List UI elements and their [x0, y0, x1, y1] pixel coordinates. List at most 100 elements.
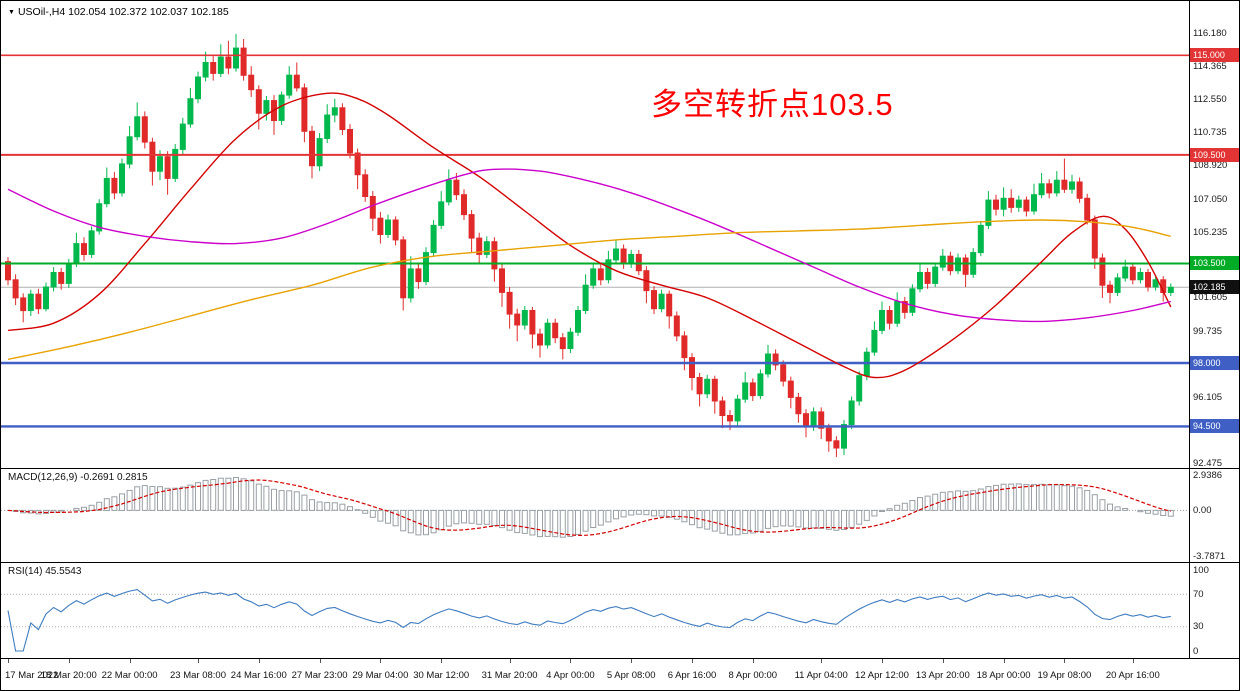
symbol-dropdown-icon[interactable]: ▼ — [8, 9, 15, 16]
candle — [544, 322, 551, 346]
time-axis-label: 5 Apr 08:00 — [606, 670, 656, 681]
time-axis-label: 23 Mar 08:00 — [170, 670, 226, 681]
candle — [749, 382, 756, 397]
macd-histogram-bar — [993, 484, 999, 511]
candle — [263, 100, 270, 114]
macd-scale-label: 2.9386 — [1193, 469, 1223, 481]
candle — [605, 259, 612, 281]
macd-histogram-bar — [590, 509, 597, 529]
price-tick-label: 116.180 — [1193, 28, 1227, 40]
candle — [172, 148, 179, 179]
macd-histogram-bar — [119, 493, 125, 511]
macd-histogram-bar — [506, 509, 513, 531]
candle — [35, 293, 42, 310]
macd-histogram-bar — [1167, 509, 1174, 517]
price-tick-label: 110.735 — [1193, 127, 1227, 138]
candle — [810, 411, 817, 427]
macd-histogram-bar — [818, 509, 825, 529]
candle — [818, 411, 825, 429]
time-axis-label: 8 Apr 00:00 — [728, 670, 778, 681]
candle — [1000, 197, 1007, 210]
chart-symbol-header: ▼ USOil-,H4 102.054 102.372 102.037 102.1… — [8, 6, 229, 18]
candle — [582, 284, 589, 312]
macd-histogram-bar — [582, 509, 589, 532]
symbol-ohlc-text: USOil-,H4 102.054 102.372 102.037 102.18… — [17, 6, 229, 18]
price-badge-115.000[interactable]: 115.000 — [1190, 48, 1239, 63]
candle — [521, 310, 528, 326]
macd-histogram-bar — [1091, 494, 1098, 511]
candle — [1129, 266, 1136, 281]
macd-histogram-bar — [977, 488, 984, 511]
macd-histogram-bar — [742, 509, 749, 535]
candle — [727, 415, 733, 422]
candle — [111, 177, 118, 194]
macd-histogram-bar — [233, 477, 239, 511]
macd-histogram-bar — [939, 491, 946, 511]
price-badge-103.500[interactable]: 103.500 — [1190, 256, 1239, 271]
candle — [468, 214, 475, 239]
time-axis-tick — [258, 659, 260, 663]
chart-annotation: 多空转折点103.5 — [651, 87, 894, 122]
candle — [483, 241, 490, 255]
rsi-plot[interactable] — [1, 563, 1189, 658]
time-axis-label: 29 Mar 04:00 — [352, 670, 409, 681]
price-tick-label: 101.605 — [1193, 292, 1228, 304]
candle — [537, 333, 543, 346]
candle — [529, 310, 536, 335]
macd-histogram-bar — [780, 509, 787, 527]
macd-histogram-bar — [1008, 483, 1015, 511]
candle — [255, 89, 262, 114]
macd-histogram-bar — [385, 509, 391, 524]
candle — [559, 337, 566, 350]
macd-histogram-bar — [894, 504, 901, 511]
macd-histogram-bar — [179, 486, 186, 511]
candle — [195, 76, 201, 100]
candle — [719, 400, 726, 416]
macd-histogram-bar — [309, 499, 315, 511]
time-axis-label: 22 Mar 00:00 — [101, 670, 158, 681]
macd-histogram-bar — [886, 508, 893, 511]
candles-layer — [5, 33, 1174, 458]
macd-histogram-bar — [301, 494, 308, 511]
macd-label: MACD(12,26,9) -0.2691 0.2815 — [8, 472, 148, 483]
macd-histogram-bar — [476, 509, 483, 525]
time-axis-label: 18 Apr 00:00 — [976, 670, 1031, 681]
macd-histogram-bar — [689, 509, 695, 526]
price-badge-109.500[interactable]: 109.500 — [1190, 147, 1239, 162]
candle — [157, 156, 163, 172]
macd-histogram-bar — [613, 509, 619, 520]
candle — [917, 272, 923, 290]
panel-divider[interactable] — [1, 562, 1239, 563]
macd-histogram-bar — [111, 496, 118, 511]
macd-histogram-bar — [73, 507, 80, 511]
macd-histogram-bar — [871, 509, 878, 517]
panel-divider[interactable] — [1, 468, 1239, 469]
candle — [339, 107, 346, 131]
macd-histogram-bar — [1152, 509, 1159, 515]
macd-histogram-bar — [400, 509, 407, 532]
candle — [681, 335, 688, 359]
macd-histogram-bar — [810, 509, 817, 529]
macd-histogram-bar — [1137, 509, 1144, 513]
price-badge-98.000[interactable]: 98.000 — [1190, 356, 1239, 370]
macd-histogram-bar — [848, 509, 855, 528]
candle — [841, 424, 847, 449]
time-axis-tick — [882, 659, 883, 663]
price-scale[interactable]: 116.180 114.365 112.550 110.735 108.920 107.0… — [1190, 1, 1239, 690]
macd-histogram-bar — [271, 488, 277, 511]
macd-histogram-bar — [1069, 485, 1075, 511]
candle — [141, 116, 148, 143]
candle — [293, 74, 300, 89]
macd-histogram-bar — [164, 487, 171, 511]
macd-histogram-bar — [1046, 484, 1053, 511]
macd-plot[interactable] — [1, 469, 1189, 562]
candle — [453, 179, 460, 196]
price-badge-94.500[interactable]: 94.500 — [1190, 419, 1239, 434]
candle — [734, 398, 741, 422]
macd-histogram-bar — [316, 501, 323, 511]
time-axis-tick — [1132, 659, 1134, 663]
main-chart-plot[interactable] — [1, 1, 1189, 468]
candle — [597, 268, 604, 281]
candle — [1099, 257, 1106, 286]
macd-histogram-bar — [369, 509, 376, 518]
